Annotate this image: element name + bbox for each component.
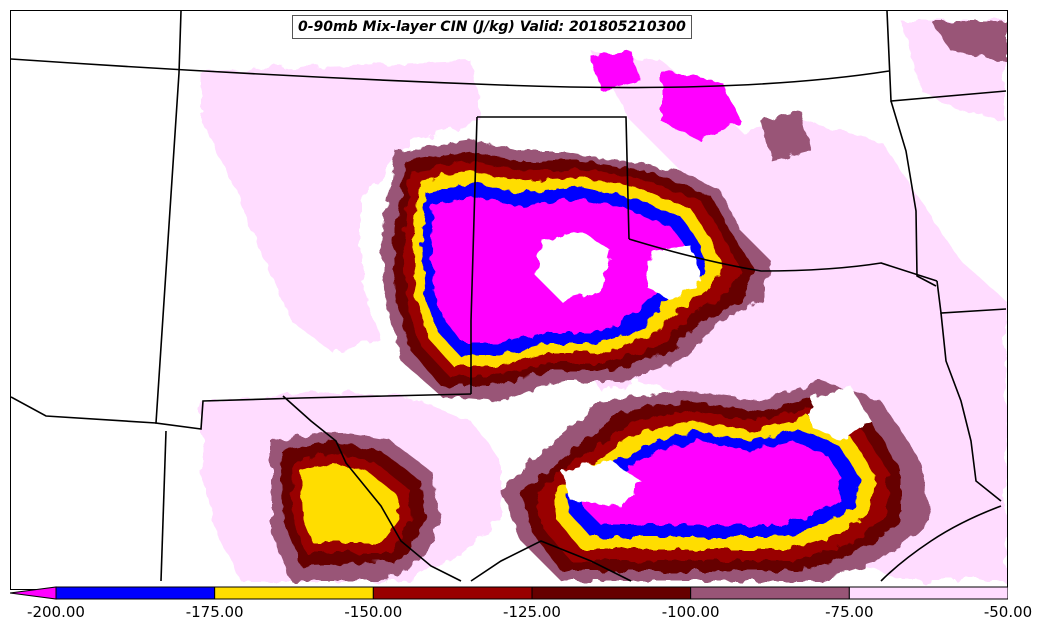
colorbar-tick-label: -125.00	[503, 603, 561, 621]
colorbar-extend-arrow	[10, 586, 57, 600]
cin-field-holes	[536, 231, 871, 506]
colorbar-tick-label: -175.00	[185, 603, 244, 621]
map-panel	[10, 10, 1008, 590]
map-title: 0-90mb Mix-layer CIN (J/kg) Valid: 20180…	[292, 15, 692, 39]
colorbar-tick-label: -150.00	[344, 603, 403, 621]
colorbar-bin	[214, 586, 374, 600]
colorbar-bin	[55, 586, 216, 600]
colorbar-bin	[848, 586, 1008, 600]
boundary-lines	[11, 11, 1007, 582]
colorbar-tick-label: -75.00	[825, 603, 874, 621]
colorbar-bin	[531, 586, 692, 600]
colorbar-bin	[372, 586, 533, 600]
colorbar-tick-label: -200.00	[27, 603, 85, 621]
colorbar	[10, 586, 1008, 600]
colorbar-tick-label: -100.00	[661, 603, 720, 621]
cin-map	[11, 11, 1007, 582]
colorbar-bin	[690, 586, 850, 600]
colorbar-tick-label: -50.00	[983, 603, 1033, 621]
